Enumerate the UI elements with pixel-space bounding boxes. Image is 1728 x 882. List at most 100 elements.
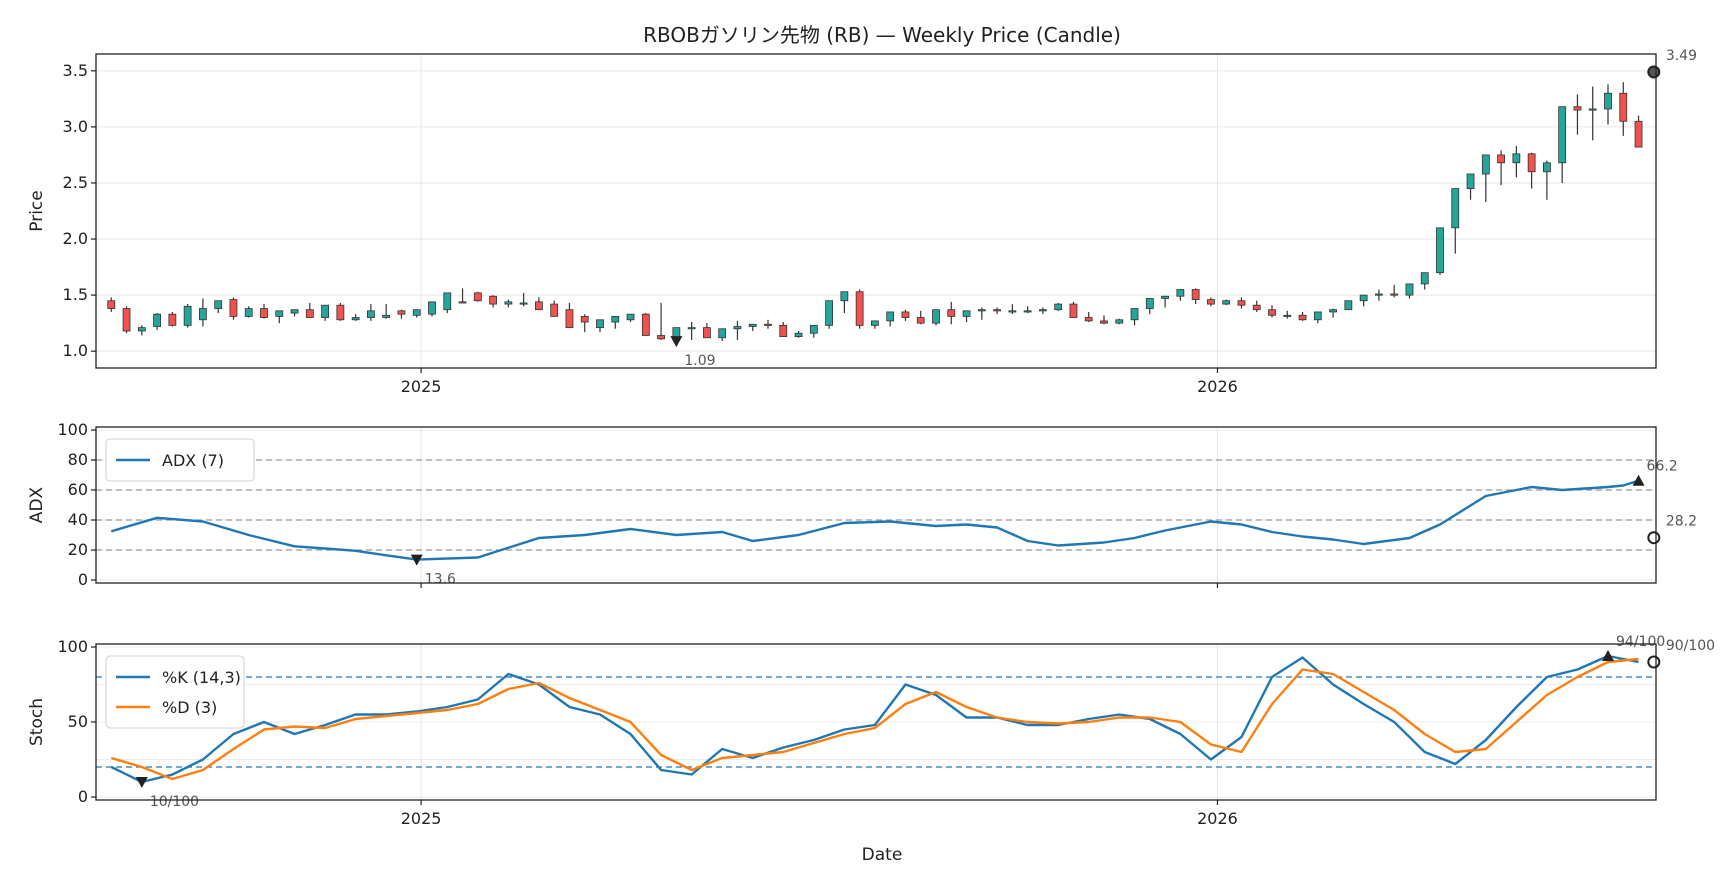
candle-body-down <box>947 309 956 317</box>
stoch-y-axis-label: Stoch <box>27 698 47 746</box>
candle-body-up <box>290 309 299 314</box>
candle-body-up <box>733 326 742 330</box>
candle-body-down <box>1390 293 1399 296</box>
stoch-y-tick-label: 50 <box>68 712 88 731</box>
candle-body-up <box>244 308 253 317</box>
candle-body-up <box>1176 289 1185 297</box>
candle-body-down <box>489 295 497 305</box>
candle-body-up <box>718 328 727 339</box>
series-line-adx-7- <box>110 479 1639 561</box>
candle-body-up <box>886 311 895 322</box>
adx-y-tick-label: 80 <box>68 450 88 469</box>
stoch-last-label: 90/100 <box>1666 638 1715 654</box>
stoch-legend-label: %K (14,3) <box>162 668 241 687</box>
candle-body-down <box>458 301 467 304</box>
candle-body-down <box>1527 153 1536 173</box>
candle-body-up <box>1481 154 1490 175</box>
candle-body-down <box>168 313 177 326</box>
stoch-x-tick-label: 2025 <box>401 809 442 828</box>
adx-min-label: 13.6 <box>425 572 456 588</box>
price-y-tick-label: 1.5 <box>63 285 88 304</box>
candle-body-up <box>1543 162 1551 173</box>
candle-body-up <box>183 305 192 326</box>
candle-body-up <box>1604 92 1612 110</box>
candle-body-up <box>611 316 620 323</box>
stoch-y-tick-label: 0 <box>78 787 88 806</box>
adx-y-tick-label: 100 <box>57 420 88 439</box>
candle-body-up <box>840 291 849 302</box>
price-axes-frame <box>95 53 1657 369</box>
price-last-marker <box>1647 65 1661 79</box>
candle-body-down <box>901 311 910 318</box>
candle-body-up <box>1145 298 1154 309</box>
candle-body-down <box>1298 314 1307 321</box>
stoch-min-marker <box>135 777 148 788</box>
candle-body-up <box>199 308 207 321</box>
adx-y-tick-label: 60 <box>68 480 88 499</box>
price-y-tick-label: 3.0 <box>63 117 88 136</box>
candle-body-down <box>473 292 482 302</box>
x-axis-label: Date <box>862 845 903 865</box>
candle-body-up <box>809 324 818 334</box>
candle-body-down <box>764 323 772 326</box>
candle-body-down <box>1069 303 1078 318</box>
candle-body-up <box>825 300 833 326</box>
candle-body-down <box>1268 309 1276 316</box>
candle-body-up <box>687 327 696 330</box>
candle-body-up <box>1039 309 1047 312</box>
candle-body-up <box>1054 303 1063 311</box>
candle-body-down <box>1207 299 1215 305</box>
candle-body-down <box>580 316 589 323</box>
price-x-tick-label: 2025 <box>401 377 442 396</box>
candle-body-up <box>153 313 161 327</box>
adx-y-tick-label: 20 <box>68 540 88 559</box>
series-line--k-14-3- <box>110 654 1639 784</box>
candle-body-up <box>1008 310 1017 313</box>
candle-body-up <box>275 310 284 317</box>
candle-body-up <box>962 310 971 317</box>
candle-body-up <box>1359 294 1368 302</box>
candle-body-up <box>382 314 391 318</box>
candle-body-down <box>916 317 925 324</box>
price-min-marker <box>670 336 683 348</box>
price-y-tick-label: 2.5 <box>63 173 88 192</box>
stoch-min-label: 10/100 <box>150 794 199 810</box>
candle-body-up <box>748 323 757 327</box>
stoch-max-marker <box>1602 650 1614 661</box>
candle-body-up <box>367 310 375 318</box>
candle-body-down <box>1100 320 1108 324</box>
candle-body-up <box>214 300 223 309</box>
stoch-x-tick-label: 2026 <box>1197 809 1238 828</box>
candle-body-down <box>1252 304 1261 311</box>
candle-body-up <box>443 292 452 311</box>
candle-body-up <box>871 320 879 326</box>
candle-body-down <box>1191 289 1200 300</box>
candle-body-up <box>1313 311 1322 321</box>
adx-max-label: 66.2 <box>1647 459 1678 475</box>
adx-y-tick-label: 0 <box>78 570 88 589</box>
candle-body-up <box>1558 106 1567 164</box>
candle-body-down <box>260 308 268 318</box>
adx-y-tick-label: 40 <box>68 510 88 529</box>
candle-body-down <box>1084 317 1093 322</box>
candle-body-down <box>855 291 864 326</box>
chart-title: RBOBガソリン先物 (RB) — Weekly Price (Candle) <box>643 23 1121 47</box>
adx-min-marker <box>410 554 423 566</box>
candle-body-up <box>626 313 635 321</box>
stoch-legend-label: %D (3) <box>162 698 217 717</box>
candle-body-down <box>535 301 543 311</box>
candle-body-up <box>1466 173 1475 189</box>
candle-body-down <box>550 303 559 317</box>
candle-body-up <box>596 319 604 329</box>
adx-legend-label: ADX (7) <box>162 451 224 470</box>
candle-body-down <box>779 324 788 337</box>
candle-body-up <box>1115 319 1124 324</box>
candle-body-up <box>1161 295 1169 299</box>
candle-body-up <box>1375 293 1383 296</box>
adx-axes-frame <box>95 426 1657 584</box>
candle-body-up <box>1512 153 1521 164</box>
candle-body-up <box>1451 188 1460 229</box>
candle-body-down <box>993 309 1001 312</box>
